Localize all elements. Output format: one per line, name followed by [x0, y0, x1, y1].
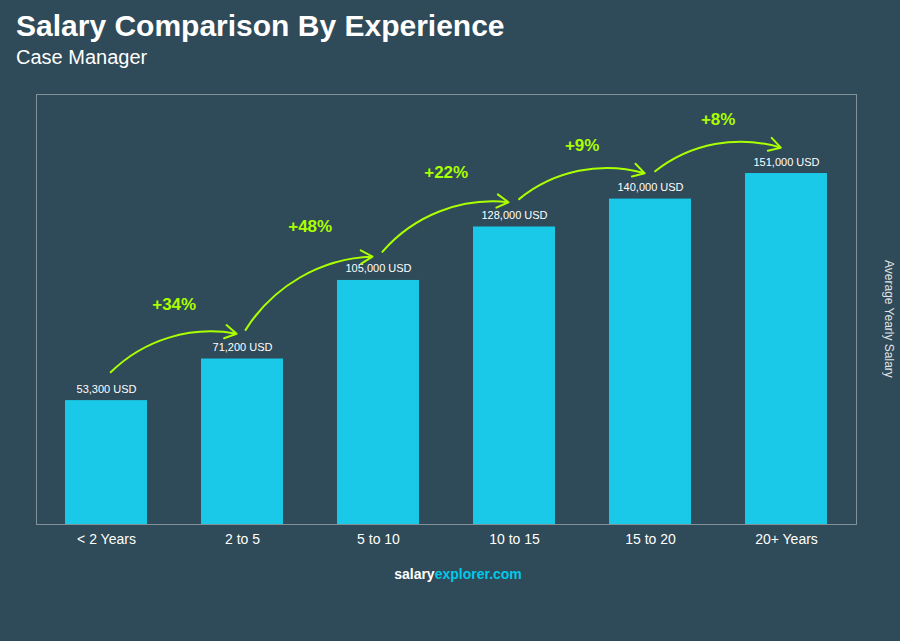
svg-text:15 to 20: 15 to 20: [625, 531, 676, 547]
svg-text:71,200 USD: 71,200 USD: [213, 341, 273, 353]
html-text:Average Yearly Salary: Average Yearly Salary: [882, 260, 896, 378]
svg-text:+22%: +22%: [424, 163, 468, 182]
html-text:Case Manager: Case Manager: [16, 46, 148, 68]
svg-text:105,000 USD: 105,000 USD: [345, 262, 411, 274]
svg-text:10 to 15: 10 to 15: [489, 531, 540, 547]
svg-text:+34%: +34%: [152, 295, 196, 314]
svg-text:151,000 USD: 151,000 USD: [753, 156, 819, 168]
html-text:Salary Comparison By Experienc: Salary Comparison By Experience: [16, 9, 505, 42]
svg-text:+8%: +8%: [701, 110, 736, 129]
svg-text:20+ Years: 20+ Years: [755, 531, 818, 547]
svg-text:128,000 USD: 128,000 USD: [481, 209, 547, 221]
svg-text:+48%: +48%: [288, 217, 332, 236]
svg-text:2 to 5: 2 to 5: [225, 531, 260, 547]
html-text:salary explorer.com: salary explorer.com: [394, 566, 522, 582]
svg-text:5 to 10: 5 to 10: [357, 531, 400, 547]
svg-text:53,300 USD: 53,300 USD: [77, 383, 137, 395]
svg-text:< 2 Years: < 2 Years: [77, 531, 136, 547]
svg-text:140,000 USD: 140,000 USD: [617, 181, 683, 193]
svg-text:+9%: +9%: [565, 136, 600, 155]
